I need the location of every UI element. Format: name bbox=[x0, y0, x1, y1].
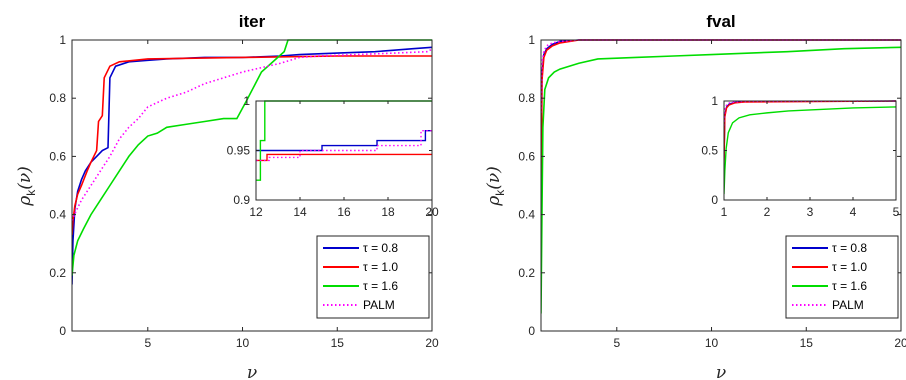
legend-label: PALM bbox=[832, 298, 864, 312]
y-tick-label: 0.4 bbox=[49, 208, 66, 222]
y-tick-label: 0.6 bbox=[518, 149, 535, 163]
x-tick-label: 20 bbox=[425, 336, 439, 350]
y-tick-label: 0.5 bbox=[701, 144, 718, 158]
legend-label: τ = 1.6 bbox=[363, 279, 398, 293]
x-tick-label: 1 bbox=[721, 205, 728, 219]
chart-title: fval bbox=[706, 12, 735, 31]
legend-label: τ = 1.6 bbox=[832, 279, 867, 293]
y-tick-label: 0.6 bbox=[49, 149, 66, 163]
y-tick-label: 1 bbox=[243, 94, 250, 108]
legend-label: PALM bbox=[363, 298, 395, 312]
y-tick-label: 1 bbox=[528, 33, 535, 47]
x-tick-label: 20 bbox=[425, 205, 439, 219]
iter-panel: iter 5 10 15 20 0 0.2 0.4 0.6 0.8 1 ν ρk(ν) 12 14 1… bbox=[15, 12, 439, 380]
y-tick-label: 0 bbox=[528, 324, 535, 338]
legend-label: τ = 1.0 bbox=[832, 260, 867, 274]
y-tick-label: 1 bbox=[59, 33, 66, 47]
x-tick-label: 15 bbox=[331, 336, 345, 350]
inset-plot-area bbox=[724, 101, 896, 200]
x-tick-label: 5 bbox=[893, 205, 900, 219]
chart-title: iter bbox=[239, 12, 266, 31]
x-tick-label: 3 bbox=[807, 205, 814, 219]
y-tick-label: 0 bbox=[59, 324, 66, 338]
x-tick-label: 5 bbox=[144, 336, 151, 350]
x-tick-label: 5 bbox=[613, 336, 620, 350]
y-tick-label: 0.8 bbox=[49, 91, 66, 105]
x-axis-label: ν bbox=[716, 363, 726, 380]
legend-label: τ = 0.8 bbox=[363, 241, 398, 255]
x-tick-label: 18 bbox=[381, 205, 395, 219]
x-tick-label: 2 bbox=[764, 205, 771, 219]
y-tick-label: 0 bbox=[711, 193, 718, 207]
y-tick-label: 0.2 bbox=[518, 266, 535, 280]
y-tick-label: 1 bbox=[711, 94, 718, 108]
y-axis-label: ρk(ν) bbox=[15, 166, 38, 207]
x-tick-label: 15 bbox=[800, 336, 814, 350]
x-axis-label: ν bbox=[247, 363, 257, 380]
y-tick-label: 0.2 bbox=[49, 266, 66, 280]
legend-label: τ = 0.8 bbox=[832, 241, 867, 255]
x-tick-label: 10 bbox=[236, 336, 250, 350]
y-tick-label: 0.8 bbox=[518, 91, 535, 105]
y-tick-label: 0.95 bbox=[227, 144, 251, 158]
x-tick-label: 20 bbox=[894, 336, 906, 350]
x-tick-label: 4 bbox=[850, 205, 857, 219]
y-tick-label: 0.9 bbox=[233, 193, 250, 207]
x-tick-label: 12 bbox=[249, 205, 263, 219]
legend-label: τ = 1.0 bbox=[363, 260, 398, 274]
y-axis-label: ρk(ν) bbox=[484, 166, 507, 207]
x-tick-label: 14 bbox=[293, 205, 307, 219]
x-tick-label: 16 bbox=[337, 205, 351, 219]
y-tick-label: 0.4 bbox=[518, 208, 535, 222]
x-tick-label: 10 bbox=[705, 336, 719, 350]
